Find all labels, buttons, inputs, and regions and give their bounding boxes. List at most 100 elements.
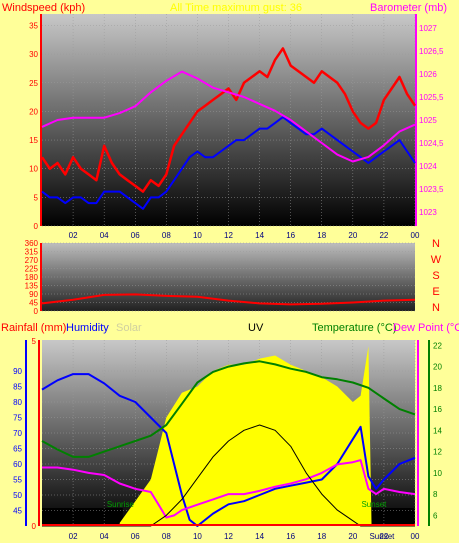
barometer-tick-label: 1024 bbox=[419, 162, 437, 171]
windspeed-tick-label: 15 bbox=[29, 136, 38, 145]
compass-letter: S bbox=[432, 270, 439, 282]
direction-tick-label: 90 bbox=[29, 290, 38, 299]
compass-letter: E bbox=[432, 286, 439, 298]
temperature-tick-label: 8 bbox=[433, 490, 438, 499]
time-tick-label: 08 bbox=[162, 532, 171, 541]
temperature-tick-label: 6 bbox=[433, 511, 438, 520]
barometer-axis-label: Barometer (mb) bbox=[370, 2, 447, 14]
barometer-tick-label: 1027 bbox=[419, 24, 437, 33]
uv-axis-label: UV bbox=[248, 322, 264, 334]
windspeed-tick-label: 5 bbox=[34, 193, 39, 202]
time-tick-label: 22 bbox=[379, 231, 388, 240]
direction-tick-label: 360 bbox=[25, 239, 39, 248]
humidity-tick-label: 75 bbox=[13, 414, 22, 423]
time-tick-label: 10 bbox=[193, 532, 202, 541]
time-tick-label: 02 bbox=[69, 532, 78, 541]
direction-tick-label: 0 bbox=[34, 307, 39, 316]
windspeed-tick-label: 20 bbox=[29, 107, 38, 116]
night-band-morning bbox=[42, 508, 123, 526]
time-tick-label: 16 bbox=[286, 532, 295, 541]
direction-tick-label: 180 bbox=[25, 273, 39, 282]
time-tick-label: 22 bbox=[379, 532, 388, 541]
compass-letter: W bbox=[431, 254, 442, 266]
time-tick-label: 16 bbox=[286, 231, 295, 240]
time-tick-label: 14 bbox=[255, 231, 264, 240]
humidity-tick-label: 45 bbox=[13, 507, 22, 516]
temperature-axis-label: Temperature (°C) bbox=[312, 322, 396, 334]
direction-tick-label: 270 bbox=[25, 256, 39, 265]
humidity-tick-label: 50 bbox=[13, 491, 22, 500]
rain-tick-label: 5 bbox=[32, 337, 37, 346]
dewpoint-axis-label: Dew Point (°C bbox=[393, 322, 459, 334]
panel-2-series-line bbox=[41, 293, 416, 306]
humidity-tick-label: 80 bbox=[13, 398, 22, 407]
humidity-tick-label: 70 bbox=[13, 429, 22, 438]
direction-tick-label: 135 bbox=[25, 282, 39, 291]
panel-3-series-line-humidity bbox=[41, 373, 416, 527]
sunset-tick-label: Sunset bbox=[369, 532, 395, 541]
chart-title: All Time maximum gust: 36 bbox=[170, 2, 302, 14]
time-tick-label: 04 bbox=[100, 532, 109, 541]
direction-tick-label: 225 bbox=[25, 265, 39, 274]
windspeed-tick-label: 10 bbox=[29, 165, 38, 174]
night-band-evening bbox=[371, 508, 415, 526]
solar-area bbox=[119, 346, 372, 526]
windspeed-tick-label: 35 bbox=[29, 21, 38, 30]
humidity-tick-label: 60 bbox=[13, 460, 22, 469]
temperature-tick-label: 16 bbox=[433, 405, 442, 414]
direction-tick-label: 315 bbox=[25, 248, 39, 257]
time-tick-label: 20 bbox=[348, 532, 357, 541]
time-tick-label: 18 bbox=[317, 532, 326, 541]
barometer-tick-label: 1026 bbox=[419, 70, 437, 79]
temperature-tick-label: 18 bbox=[433, 384, 442, 393]
time-tick-label: 08 bbox=[162, 231, 171, 240]
panel-3-series-line-uv bbox=[42, 424, 415, 527]
time-tick-label: 10 bbox=[193, 231, 202, 240]
panel-1-series-line bbox=[40, 47, 417, 193]
barometer-tick-label: 1025,5 bbox=[419, 93, 444, 102]
humidity-tick-label: 65 bbox=[13, 445, 22, 454]
windspeed-tick-label: 0 bbox=[34, 222, 39, 231]
time-tick-label: 12 bbox=[224, 532, 233, 541]
barometer-tick-label: 1024,5 bbox=[419, 139, 444, 148]
temperature-tick-label: 20 bbox=[433, 363, 442, 372]
time-tick-label: 06 bbox=[131, 532, 140, 541]
time-tick-label: 12 bbox=[224, 231, 233, 240]
humidity-tick-label: 55 bbox=[13, 476, 22, 485]
barometer-tick-label: 1025 bbox=[419, 116, 437, 125]
time-tick-label: 04 bbox=[100, 231, 109, 240]
compass-letter: N bbox=[432, 238, 440, 250]
time-tick-label: 14 bbox=[255, 532, 264, 541]
time-tick-label: 00 bbox=[411, 231, 420, 240]
time-tick-label: 18 bbox=[317, 231, 326, 240]
sunrise-label: Sunrise bbox=[107, 500, 135, 509]
direction-tick-label: 45 bbox=[29, 299, 38, 308]
panel-3-series-line-temperature bbox=[41, 360, 416, 458]
time-tick-label: 06 bbox=[131, 231, 140, 240]
panel-3-series-line-dew-point bbox=[42, 459, 416, 519]
panel-1-series-line bbox=[41, 116, 416, 210]
windspeed-axis-label: Windspeed (kph) bbox=[2, 2, 85, 14]
temperature-tick-label: 10 bbox=[433, 469, 442, 478]
barometer-tick-label: 1026,5 bbox=[419, 47, 444, 56]
time-tick-label: 02 bbox=[69, 231, 78, 240]
rainfall-axis-label: Rainfall (mm) bbox=[1, 322, 66, 334]
temperature-tick-label: 12 bbox=[433, 448, 442, 457]
time-tick-label: 20 bbox=[348, 231, 357, 240]
time-tick-label: 00 bbox=[411, 532, 420, 541]
compass-letter: N bbox=[432, 302, 440, 314]
sunset-label: Sunset bbox=[361, 500, 387, 509]
rain-tick-label: 0 bbox=[32, 522, 37, 531]
humidity-tick-label: 90 bbox=[13, 367, 22, 376]
barometer-tick-label: 1023 bbox=[419, 208, 437, 217]
panel-1-series-line bbox=[41, 70, 416, 163]
temperature-tick-label: 14 bbox=[433, 426, 442, 435]
temperature-tick-label: 22 bbox=[433, 341, 442, 350]
barometer-tick-label: 1023,5 bbox=[419, 185, 444, 194]
humidity-tick-label: 85 bbox=[13, 383, 22, 392]
humidity-axis-label: Humidity bbox=[66, 322, 109, 334]
windspeed-tick-label: 25 bbox=[29, 79, 38, 88]
solar-axis-label: Solar bbox=[116, 322, 142, 334]
